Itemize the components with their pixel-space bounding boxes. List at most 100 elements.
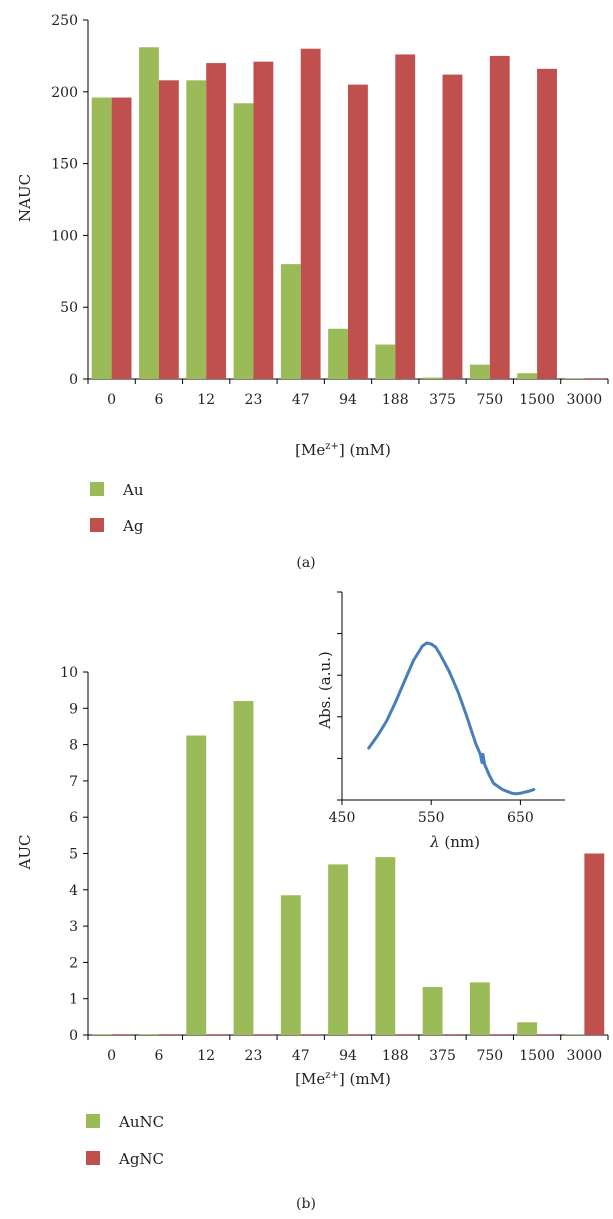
y-tick-label: 0	[69, 372, 78, 388]
y-ticks: 0 50 100 150 200 250	[51, 13, 88, 388]
bar-agnc-12	[206, 1034, 227, 1035]
y-tick-label: 0	[69, 1028, 78, 1044]
y-tick-label: 6	[69, 810, 78, 826]
legend: AuNC AgNC	[86, 1113, 164, 1168]
bar-agnc-188	[395, 1034, 416, 1035]
bar-agnc-3000	[584, 853, 605, 1035]
y-tick-label: 7	[69, 774, 78, 790]
panel-label-a: (a)	[296, 555, 315, 571]
bar-au-0	[91, 97, 112, 379]
inset-y-axis-label: Abs. (a.u.)	[316, 651, 334, 730]
x-tick-label: 47	[292, 1048, 310, 1064]
x-tick-label: 94	[339, 1048, 357, 1064]
bar-au-6	[139, 47, 159, 380]
bar-aunc-1500	[517, 1022, 538, 1035]
x-tick-label: 750	[476, 1048, 503, 1064]
x-tick-label: 6	[154, 1048, 163, 1064]
legend-label-aunc: AuNC	[118, 1113, 164, 1131]
y-axis-label-text: NAUC	[16, 174, 34, 222]
bar-aunc-0	[91, 1034, 112, 1035]
inset-x-ticks: 450 550 650	[329, 800, 534, 826]
x-ticks: 0 6 12 23 47 94 188 375 750 1500 3000	[87, 379, 609, 408]
bar-ag-94	[348, 84, 368, 380]
legend-label-agnc: AgNC	[118, 1150, 164, 1168]
legend-swatch-au	[90, 482, 104, 496]
x-axis-label-sup: z+	[325, 441, 339, 452]
y-tick-label: 2	[69, 955, 78, 971]
bar-ag-6	[158, 80, 179, 379]
y-tick-label: 200	[51, 85, 78, 101]
legend: Au Ag	[90, 481, 144, 535]
chart-a: NAUC 0 50 100 150 200 250 0 6 12 23 47 94 188 375 750…	[16, 13, 609, 571]
bar-au-94	[328, 328, 348, 379]
bar-agnc-94	[348, 1034, 368, 1035]
bar-agnc-1500	[537, 1034, 557, 1035]
x-tick-label: 750	[476, 392, 503, 408]
y-tick-label: 9	[69, 701, 78, 717]
y-axis-label: NAUC	[16, 174, 34, 222]
bar-au-12	[186, 80, 207, 379]
bar-agnc-0	[111, 1034, 132, 1035]
legend-label-au: Au	[122, 481, 144, 499]
x-axis-label-tail: ] (mM)	[339, 1070, 391, 1088]
inset-x-tick-label: 650	[507, 810, 534, 826]
x-axis-label: [Mez+] (mM)	[295, 1070, 391, 1088]
bar-au-188	[375, 344, 396, 379]
inset-x-axis-label: λ (nm)	[429, 833, 480, 851]
x-tick-label: 188	[382, 1048, 409, 1064]
y-tick-label: 100	[51, 228, 78, 244]
bar-aunc-23	[233, 701, 254, 1035]
bar-aunc-750	[469, 982, 490, 1035]
bar-agnc-375	[442, 1034, 463, 1035]
y-tick-label: 5	[69, 847, 78, 863]
bar-au-3000	[564, 378, 585, 379]
x-tick-label: 188	[382, 392, 409, 408]
x-tick-label: 3000	[567, 1048, 603, 1064]
y-tick-label: 250	[51, 13, 78, 29]
bar-agnc-6	[158, 1034, 179, 1035]
x-axis-label: [Mez+] (mM)	[295, 441, 391, 459]
bars	[91, 701, 605, 1035]
bars	[91, 47, 605, 380]
bar-aunc-6	[139, 1034, 159, 1035]
y-tick-label: 10	[60, 665, 78, 681]
inset-x-axis-symbol: λ	[429, 833, 440, 851]
x-tick-label: 1500	[519, 1048, 555, 1064]
x-tick-label: 94	[339, 392, 357, 408]
x-axis-label-main: [Me	[295, 441, 325, 459]
x-axis-label-main: [Me	[295, 1070, 325, 1088]
bar-au-1500	[517, 373, 538, 379]
inset-x-tick-label: 550	[418, 810, 445, 826]
x-tick-label: 1500	[519, 392, 555, 408]
bar-aunc-12	[186, 735, 207, 1035]
panel-label-b: (b)	[296, 1196, 316, 1212]
x-tick-label: 12	[197, 1048, 215, 1064]
x-tick-label: 3000	[567, 392, 603, 408]
x-tick-label: 375	[429, 392, 456, 408]
x-tick-label: 12	[197, 392, 215, 408]
x-tick-label: 375	[429, 1048, 456, 1064]
x-tick-label: 0	[107, 1048, 116, 1064]
bar-ag-12	[206, 63, 227, 380]
y-tick-label: 1	[69, 992, 78, 1008]
x-ticks: 0 6 12 23 47 94 188 375 750 1500 3000	[87, 1035, 609, 1064]
x-tick-label: 6	[154, 392, 163, 408]
bar-ag-1500	[537, 68, 557, 379]
y-tick-label: 8	[69, 738, 78, 754]
bar-aunc-375	[422, 987, 443, 1035]
y-tick-label: 3	[69, 919, 78, 935]
y-axis-label: AUC	[16, 835, 34, 871]
inset-axes	[337, 591, 565, 801]
x-tick-label: 47	[292, 392, 310, 408]
legend-swatch-ag	[90, 518, 104, 532]
y-ticks: 0 1 2 3 4 5 6 7 8 9 10	[60, 665, 88, 1044]
bar-au-750	[469, 364, 490, 379]
bar-ag-375	[442, 74, 463, 380]
bar-aunc-47	[280, 895, 301, 1035]
legend-label-ag: Ag	[122, 517, 144, 535]
inset-x-axis-tail: (nm)	[440, 833, 480, 851]
x-tick-label: 23	[245, 1048, 263, 1064]
inset-absorbance-line	[367, 641, 536, 796]
bar-ag-188	[395, 54, 416, 380]
